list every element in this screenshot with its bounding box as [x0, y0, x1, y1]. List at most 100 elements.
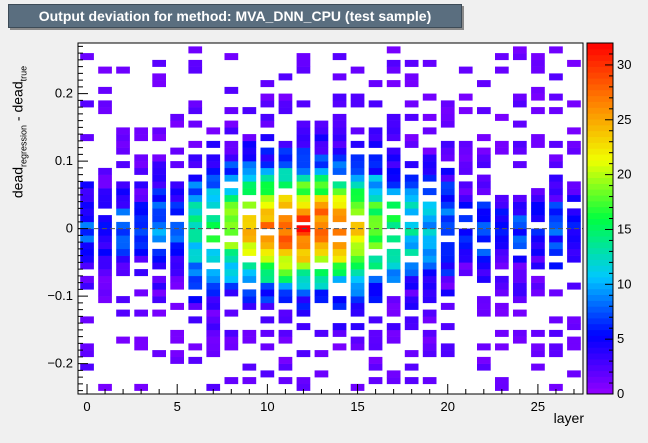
heatmap-cell: [278, 154, 293, 162]
heatmap-cell: [386, 309, 401, 317]
heatmap-cell: [242, 275, 257, 283]
heatmap-cell: [332, 208, 347, 216]
heatmap-cell: [440, 188, 455, 196]
heatmap-cell: [188, 269, 203, 277]
heatmap-cell: [296, 140, 311, 148]
heatmap-cell: [404, 59, 419, 67]
heatmap-cell: [242, 336, 257, 344]
heatmap-cell: [80, 221, 94, 229]
heatmap-cell: [242, 242, 257, 250]
heatmap-cell: [278, 201, 293, 209]
heatmap-cell: [350, 282, 365, 290]
heatmap-cell: [332, 100, 347, 108]
heatmap-cell: [332, 255, 347, 263]
heatmap-cell: [422, 242, 437, 250]
heatmap-cell: [368, 201, 383, 209]
heatmap-cell: [296, 201, 311, 209]
color-bar-segment: [587, 154, 613, 161]
heatmap-cell: [134, 194, 148, 202]
color-bar-segment: [587, 277, 613, 284]
heatmap-cell: [80, 275, 94, 283]
heatmap-cell: [368, 316, 383, 324]
heatmap-cell: [296, 302, 311, 310]
heatmap-cell: [531, 275, 545, 283]
heatmap-cell: [116, 161, 130, 169]
heatmap-cell: [278, 296, 293, 304]
heatmap-cell: [404, 350, 419, 358]
heatmap-cell: [495, 383, 509, 391]
color-bar-segment: [587, 212, 613, 219]
heatmap-cell: [513, 255, 527, 263]
heatmap-cell: [80, 181, 94, 189]
heatmap-cell: [549, 188, 563, 196]
heatmap-cell: [567, 248, 581, 256]
heatmap-cell: [224, 120, 239, 128]
heatmap-cell: [458, 201, 473, 209]
heatmap-cell: [278, 356, 293, 364]
heatmap-cell: [350, 221, 365, 229]
heatmap-cell: [152, 59, 166, 67]
heatmap-cell: [134, 336, 148, 344]
heatmap-cell: [242, 181, 257, 189]
heatmap-cell: [549, 154, 563, 162]
heatmap-cell: [495, 377, 509, 385]
heatmap-cell: [116, 66, 130, 74]
heatmap-cell: [422, 289, 437, 297]
heatmap-cell: [477, 296, 491, 304]
heatmap-cell: [314, 289, 329, 297]
heatmap-cell: [404, 188, 419, 196]
heatmap-cell: [495, 140, 509, 148]
heatmap-cell: [260, 93, 275, 101]
heatmap-cell: [260, 147, 275, 155]
heatmap-cell: [368, 343, 383, 351]
heatmap-cell: [278, 363, 293, 371]
heatmap-cell: [368, 188, 383, 196]
heatmap-cell: [386, 127, 401, 135]
heatmap-cell: [422, 167, 437, 175]
heatmap-cell: [98, 289, 112, 297]
heatmap-cell: [477, 154, 491, 162]
heatmap-cell: [98, 242, 112, 250]
heatmap-cell: [134, 248, 148, 256]
heatmap-cell: [368, 208, 383, 216]
heatmap-cell: [278, 316, 293, 324]
heatmap-cell: [440, 302, 455, 310]
color-bar-segment: [587, 107, 613, 114]
heatmap-cell: [80, 100, 94, 108]
heatmap-cell: [513, 296, 527, 304]
heatmap-cell: [260, 275, 275, 283]
heatmap-cell: [422, 275, 437, 283]
heatmap-cell: [278, 215, 293, 223]
color-bar-segment: [587, 382, 613, 389]
color-bar-segment: [587, 72, 613, 79]
heatmap-cell: [296, 282, 311, 290]
heatmap-cell: [278, 275, 293, 283]
heatmap-cell: [531, 228, 545, 236]
heatmap-cell: [242, 329, 257, 337]
heatmap-cell: [116, 208, 130, 216]
heatmap-cell: [314, 201, 329, 209]
heatmap-cell: [404, 323, 419, 331]
heatmap-cell: [440, 174, 455, 182]
heatmap-cell: [98, 221, 112, 229]
heatmap-cell: [477, 208, 491, 216]
heatmap-cell: [278, 289, 293, 297]
heatmap-cell: [242, 296, 257, 304]
heatmap-cell: [549, 242, 563, 250]
heatmap-cell: [513, 161, 527, 169]
heatmap-cell: [549, 107, 563, 115]
heatmap-cell: [116, 269, 130, 277]
heatmap-cell: [260, 296, 275, 304]
heatmap-cell: [458, 140, 473, 148]
heatmap-cell: [188, 343, 203, 351]
heatmap-cell: [477, 188, 491, 196]
heatmap-cell: [350, 66, 365, 74]
heatmap-cell: [477, 201, 491, 209]
heatmap-cell: [152, 262, 166, 270]
heatmap-cell: [314, 350, 329, 358]
heatmap-cell: [206, 302, 221, 310]
heatmap-cell: [152, 134, 166, 142]
heatmap-cell: [567, 147, 581, 155]
heatmap-cell: [368, 127, 383, 135]
heatmap-cell: [206, 289, 221, 297]
